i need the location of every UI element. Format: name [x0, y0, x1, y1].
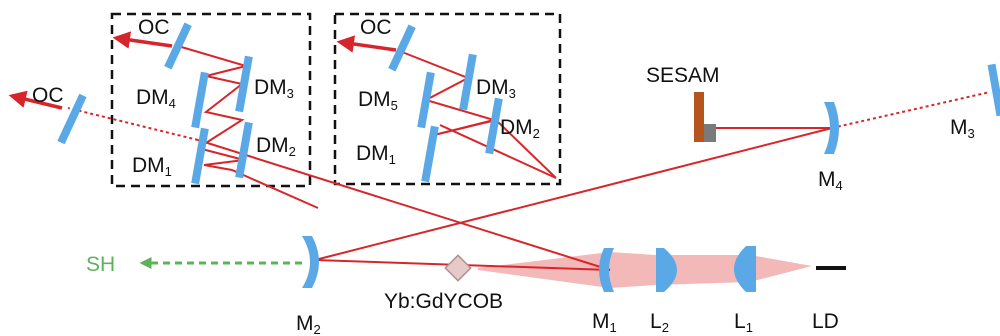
m2-label: M2: [296, 312, 321, 336]
pump-beam-cone: [478, 252, 812, 288]
dm5-mirror: [417, 71, 435, 129]
beam-to-oc-left: [67, 107, 199, 141]
m3-mirror: [987, 63, 1000, 117]
oc-mirror-box2: [388, 24, 416, 72]
dm-box-left: [110, 12, 312, 188]
m1-mirror: [599, 248, 614, 292]
oc-box1-label: OC: [138, 16, 170, 39]
dm2-mirror-b: [485, 97, 503, 155]
output-arrow-box2: [336, 35, 397, 53]
sh-label: SH: [86, 253, 115, 276]
m2-mirror: [302, 236, 319, 288]
dm4-mirror-a: [191, 71, 209, 129]
oc-left-label: OC: [32, 84, 64, 107]
sesam-label: SESAM: [646, 64, 720, 87]
l2-label: L2: [650, 310, 669, 335]
optics: [57, 22, 1000, 185]
sesam-chip: [704, 124, 716, 142]
dm2-mirror-a: [235, 121, 253, 179]
dm4-label-a: DM4: [136, 86, 176, 111]
output-arrow-left: [8, 90, 63, 110]
dm1-label-a: DM1: [132, 154, 172, 179]
dm2-label-b: DM2: [500, 116, 540, 141]
m3-label: M3: [950, 116, 975, 141]
m4-mirror: [824, 102, 839, 154]
dm1-mirror-a: [191, 127, 209, 185]
dm3-mirror-b: [459, 53, 477, 111]
output-arrow-box1: [112, 31, 173, 49]
oc-box2-label: OC: [360, 16, 392, 39]
dm1-label-b: DM1: [356, 142, 396, 167]
crystal-label: Yb:GdYCOB: [384, 290, 503, 313]
dm1-mirror-b: [421, 125, 439, 183]
oc-mirror-box1: [164, 22, 192, 70]
oc-mirror-left: [57, 93, 87, 145]
dm3-label-a: DM3: [254, 76, 294, 101]
l2-lens: [656, 248, 677, 292]
gain-crystal: [444, 254, 472, 282]
ld-label: LD: [812, 310, 839, 333]
l1-label: L1: [734, 310, 753, 335]
dm-box-right: [333, 12, 562, 186]
dm5-label: DM5: [358, 88, 398, 113]
sesam-mount: [694, 92, 704, 142]
m1-label: M1: [592, 310, 617, 335]
m4-label: M4: [818, 168, 843, 193]
dm3-mirror-a: [235, 55, 253, 113]
l1-lens: [734, 246, 756, 292]
dm2-label-a: DM2: [256, 134, 296, 159]
dm3-label-b: DM3: [476, 76, 516, 101]
